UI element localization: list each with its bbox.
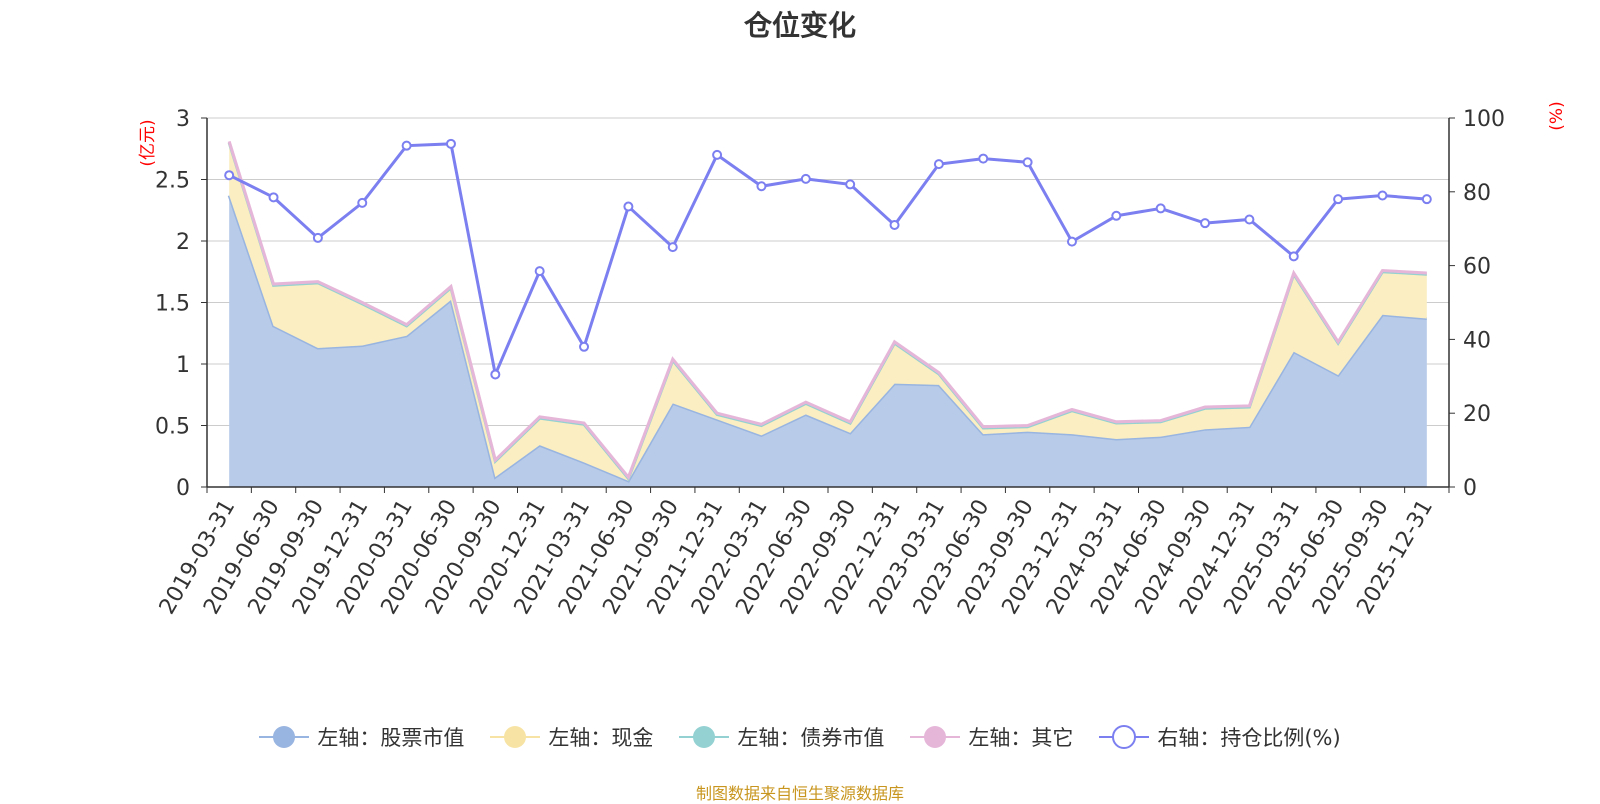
legend-item-bond[interactable]: 左轴：债券市值 (679, 722, 884, 752)
ratio-point (490, 369, 501, 380)
y-right-tick-label: 0 (1463, 476, 1477, 501)
legend-bond-icon (679, 726, 730, 748)
legend-cash-icon (490, 726, 541, 748)
ratio-point (800, 173, 811, 184)
ratio-point (268, 192, 279, 203)
ratio-point (978, 153, 989, 164)
y-right-tick-label: 100 (1463, 107, 1505, 132)
y-right-tick-label: 40 (1463, 328, 1491, 353)
ratio-point (1421, 194, 1432, 205)
legend-item-other[interactable]: 左轴：其它 (910, 722, 1073, 752)
legend-ratio-icon (1099, 725, 1150, 749)
area-0 (229, 195, 1427, 488)
ratio-point (1022, 157, 1033, 168)
ratio-point (845, 179, 856, 190)
legend-item-cash[interactable]: 左轴：现金 (490, 722, 653, 752)
y-left-tick-label: 1.5 (155, 292, 190, 317)
ratio-point (1288, 251, 1299, 262)
y-left-tick-label: 0 (176, 476, 190, 501)
ratio-line-layer (224, 138, 1432, 380)
legend-label-other: 左轴：其它 (968, 726, 1074, 750)
ratio-point (312, 232, 323, 243)
legend-item-stock[interactable]: 左轴：股票市值 (259, 722, 464, 752)
ratio-point (1377, 190, 1388, 201)
ratio-point (1066, 236, 1077, 247)
ratio-point (224, 170, 235, 181)
y-axis-left-label: (亿元) (138, 119, 158, 166)
y-left-tick-label: 0.5 (155, 415, 190, 440)
legend-item-ratio[interactable]: 右轴：持仓比例(%) (1099, 722, 1341, 752)
y-left-tick-label: 3 (176, 107, 190, 132)
ratio-point (933, 159, 944, 170)
legend-other-icon (910, 726, 961, 748)
y-axis-right-label: (%) (1547, 101, 1567, 130)
ratio-point (534, 266, 545, 277)
legend: 左轴：股票市值 左轴：现金 左轴：债券市值 左轴：其它 右轴：持仓比例(%) (0, 722, 1600, 752)
ratio-point (445, 138, 456, 149)
legend-label-cash: 左轴：现金 (548, 726, 654, 750)
area-line-3 (227, 140, 1427, 481)
ratio-point (1244, 214, 1255, 225)
source-note: 制图数据来自恒生聚源数据库 (695, 784, 904, 803)
y-left-tick-label: 2.5 (155, 169, 190, 194)
y-left-tick-label: 1 (176, 353, 190, 378)
legend-label-stock: 左轴：股票市值 (317, 726, 465, 750)
ratio-point (889, 220, 900, 231)
legend-label-ratio: 右轴：持仓比例(%) (1157, 726, 1341, 750)
legend-label-bond: 左轴：债券市值 (737, 726, 885, 750)
ratio-point (1111, 210, 1122, 221)
ratio-line (228, 142, 1427, 380)
y-left-tick-label: 2 (176, 230, 190, 255)
ratio-point (667, 242, 678, 253)
ratio-point (756, 181, 767, 192)
chart-title: 仓位变化 (743, 9, 856, 42)
y-right-tick-label: 60 (1463, 255, 1491, 280)
y-right-tick-label: 80 (1463, 181, 1491, 206)
ratio-point (623, 201, 634, 212)
legend-stock-icon (259, 726, 310, 748)
ratio-point (401, 140, 412, 151)
y-right-tick-label: 20 (1463, 402, 1491, 427)
ratio-point (357, 197, 368, 208)
area-layer (227, 140, 1427, 488)
ratio-point (1155, 203, 1166, 214)
ratio-point (712, 149, 723, 160)
ratio-point (1200, 218, 1211, 229)
ratio-point (1333, 194, 1344, 205)
ratio-point (579, 341, 590, 352)
